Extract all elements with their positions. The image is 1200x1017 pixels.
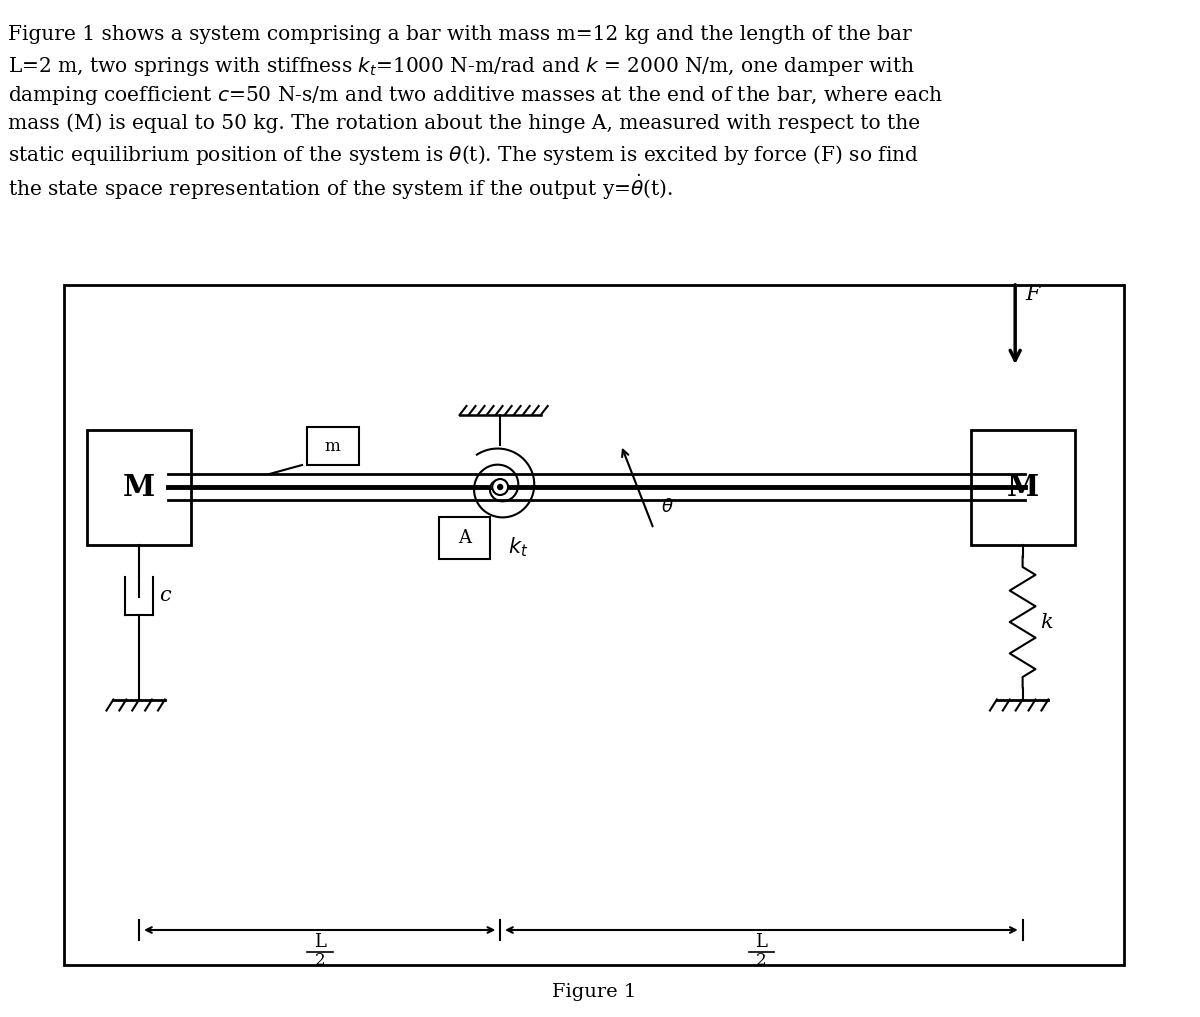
Text: k: k [1040,612,1054,632]
Text: static equilibrium position of the system is $\theta$(t). The system is excited : static equilibrium position of the syste… [8,143,919,167]
Text: M: M [124,473,155,501]
Text: the state space representation of the system if the output y=$\dot{\theta}$(t).: the state space representation of the sy… [8,173,673,202]
FancyBboxPatch shape [88,429,191,544]
Text: $k_t$: $k_t$ [508,535,528,558]
FancyBboxPatch shape [307,427,359,465]
Text: F: F [1025,285,1039,304]
Text: $\theta$: $\theta$ [661,498,673,516]
Text: A: A [458,529,472,547]
Text: M: M [1007,473,1039,501]
Text: Figure 1 shows a system comprising a bar with mass m=12 kg and the length of the: Figure 1 shows a system comprising a bar… [8,25,912,44]
Text: 2: 2 [314,952,325,969]
Text: L: L [313,933,325,951]
Circle shape [492,479,508,495]
Text: damping coefficient $c$=50 N-s/m and two additive masses at the end of the bar, : damping coefficient $c$=50 N-s/m and two… [8,84,943,107]
Text: 2: 2 [756,952,767,969]
Circle shape [498,484,503,489]
FancyBboxPatch shape [971,429,1075,544]
Text: m: m [325,437,341,455]
FancyBboxPatch shape [65,285,1124,965]
Text: Figure 1: Figure 1 [552,983,636,1001]
Text: L: L [756,933,767,951]
Text: mass (M) is equal to 50 kg. The rotation about the hinge A, measured with respec: mass (M) is equal to 50 kg. The rotation… [8,114,920,133]
Text: L=2 m, two springs with stiffness $k_t$=1000 N-m/rad and $k$ = 2000 N/m, one dam: L=2 m, two springs with stiffness $k_t$=… [8,55,914,77]
Text: c: c [158,586,170,605]
FancyBboxPatch shape [439,517,491,559]
